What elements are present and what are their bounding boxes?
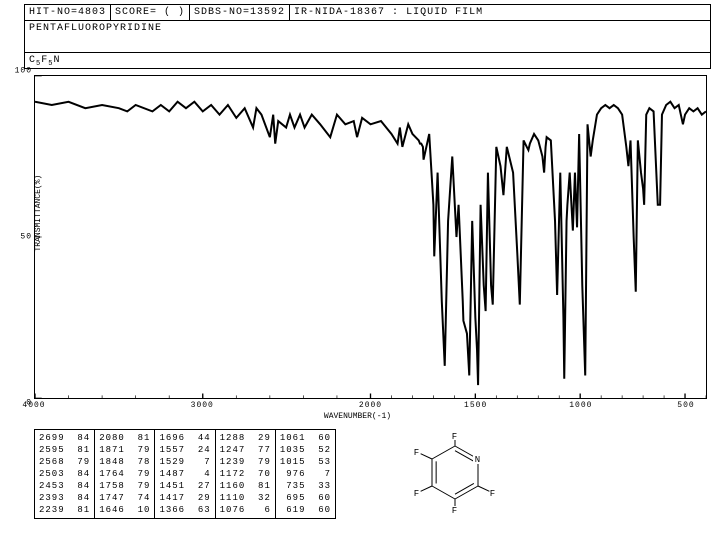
peak-value: 735 33 [280, 480, 331, 492]
peak-value: 1035 52 [280, 444, 331, 456]
x-tick: 3000 [191, 401, 214, 410]
peak-value: 1076 6 [220, 504, 271, 516]
svg-text:F: F [414, 489, 420, 499]
svg-text:F: F [452, 432, 458, 442]
compound-name: PENTAFLUOROPYRIDINE [24, 21, 711, 53]
peak-value: 1366 63 [159, 504, 210, 516]
peak-value: 2568 79 [39, 456, 90, 468]
svg-text:F: F [414, 448, 420, 458]
spectrum-line [35, 76, 706, 398]
x-tick: 1000 [569, 401, 592, 410]
peak-value: 2393 84 [39, 492, 90, 504]
peak-value: 1015 53 [280, 456, 331, 468]
peak-value: 2595 81 [39, 444, 90, 456]
x-axis-label: WAVENUMBER(-1) [324, 412, 391, 421]
ir-info: IR-NIDA-18367 : LIQUID FILM [290, 5, 710, 20]
chemical-structure: F F F F F N [400, 429, 510, 519]
svg-text:F: F [490, 489, 496, 499]
peak-value: 1247 77 [220, 444, 271, 456]
y-axis-ticks: 050100 [12, 71, 32, 403]
peak-value: 1172 70 [220, 468, 271, 480]
svg-text:N: N [475, 455, 481, 465]
peak-column: 2080 811871 791848 781764 791758 791747 … [95, 430, 155, 518]
header-row: HIT-NO=4803 SCORE= ( ) SDBS-NO=13592 IR-… [24, 4, 711, 21]
molecular-formula: C5F5N [24, 53, 711, 69]
plot-box [34, 75, 707, 399]
peak-value: 1417 29 [159, 492, 210, 504]
peak-value: 1848 78 [99, 456, 150, 468]
ir-spectrum-chart: TRANSMITTANCE(%) 050100 4000300020001500… [4, 71, 711, 423]
sdbs-no: SDBS-NO=13592 [190, 5, 290, 20]
peak-value: 1758 79 [99, 480, 150, 492]
peak-value: 695 60 [280, 492, 331, 504]
peak-value: 2699 84 [39, 432, 90, 444]
peak-value: 1747 74 [99, 492, 150, 504]
peak-value: 1061 60 [280, 432, 331, 444]
svg-text:F: F [452, 506, 458, 516]
peak-value: 1288 29 [220, 432, 271, 444]
peak-value: 1239 79 [220, 456, 271, 468]
peak-value: 2239 81 [39, 504, 90, 516]
peak-table: 2699 842595 812568 792503 842453 842393 … [34, 429, 336, 519]
peak-value: 1529 7 [159, 456, 210, 468]
peak-value: 2453 84 [39, 480, 90, 492]
peak-value: 1110 32 [220, 492, 271, 504]
x-tick: 1500 [464, 401, 487, 410]
y-tick: 50 [20, 233, 32, 242]
x-tick: 500 [677, 401, 694, 410]
peak-value: 1764 79 [99, 468, 150, 480]
peak-column: 1061 601035 521015 53 976 7 735 33 695 6… [276, 430, 335, 518]
peak-value: 2080 81 [99, 432, 150, 444]
x-tick: 4000 [22, 401, 45, 410]
hit-no: HIT-NO=4803 [25, 5, 111, 20]
peak-column: 1288 291247 771239 791172 701160 811110 … [216, 430, 276, 518]
x-tick: 2000 [359, 401, 382, 410]
score: SCORE= ( ) [111, 5, 190, 20]
x-axis-ticks: 40003000200015001000500 [34, 401, 707, 411]
peak-value: 1451 27 [159, 480, 210, 492]
peak-value: 1557 24 [159, 444, 210, 456]
peak-value: 1871 79 [99, 444, 150, 456]
peak-column: 2699 842595 812568 792503 842453 842393 … [35, 430, 95, 518]
peak-value: 619 60 [280, 504, 331, 516]
peak-column: 1696 441557 241529 71487 41451 271417 29… [155, 430, 215, 518]
peak-value: 1487 4 [159, 468, 210, 480]
peak-value: 2503 84 [39, 468, 90, 480]
peak-value: 1646 10 [99, 504, 150, 516]
peak-value: 976 7 [280, 468, 331, 480]
y-tick: 100 [15, 67, 32, 76]
peak-value: 1696 44 [159, 432, 210, 444]
peak-value: 1160 81 [220, 480, 271, 492]
